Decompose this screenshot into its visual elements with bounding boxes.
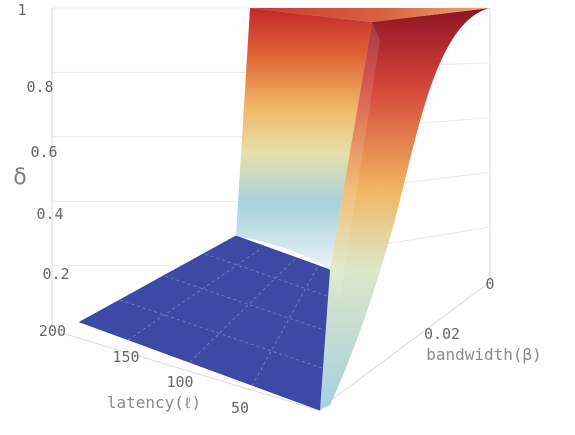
surface-top (250, 8, 490, 22)
surface-shading (330, 22, 380, 300)
x-tick-label: 150 (112, 348, 139, 366)
z-tick-label: 0.4 (36, 205, 63, 223)
x-tick-label: 200 (39, 322, 66, 340)
z-tick-label: 0.2 (42, 265, 69, 283)
z-tick-label: 0.6 (30, 143, 57, 161)
x-axis: 200 150 100 50 latency(ℓ) (39, 322, 249, 417)
surface-wall-side (320, 8, 490, 410)
y-axis-label: bandwidth(β) (426, 345, 542, 364)
surface-wall-front (236, 8, 372, 270)
z-axis-label: δ (13, 165, 26, 190)
x-axis-label: latency(ℓ) (107, 393, 201, 412)
x-tick-label: 100 (166, 373, 193, 391)
floor-mesh (119, 247, 328, 387)
surface-floor (78, 235, 331, 411)
y-tick-label: 0 (485, 275, 494, 293)
z-tick-label: 0.8 (26, 78, 53, 96)
y-axis: 0 0.02 bandwidth(β) (424, 275, 542, 364)
x-tick-label: 50 (231, 399, 249, 417)
y-tick-label: 0.02 (424, 325, 460, 343)
z-axis: 1 0.8 0.6 0.4 0.2 δ (13, 1, 69, 283)
z-tick-label: 1 (17, 1, 26, 19)
